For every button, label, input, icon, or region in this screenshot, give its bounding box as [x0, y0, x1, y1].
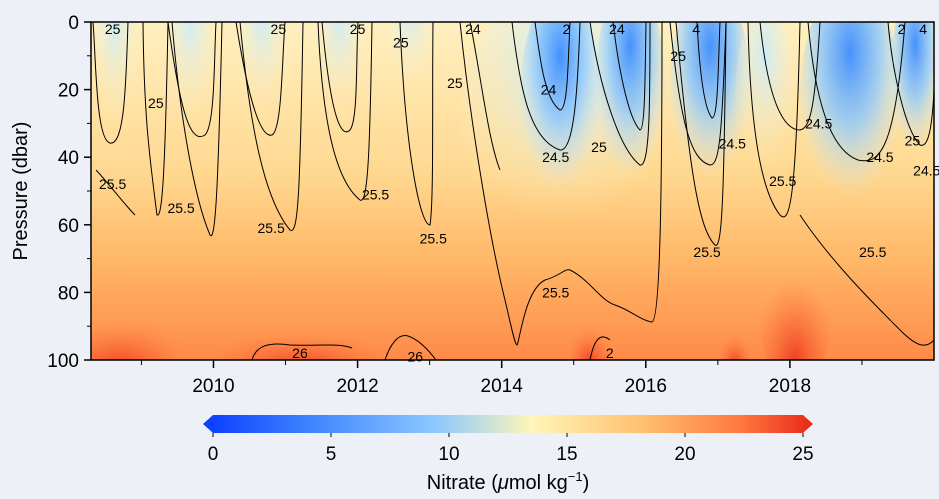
contour-label: 25: [591, 139, 607, 155]
contour-label: 25.5: [362, 186, 389, 202]
x-axis-ticks: 2010 2012 2014 2016 2018: [140, 360, 863, 397]
colorbar-tick-label: 20: [674, 444, 695, 465]
contour-label: 25: [393, 34, 409, 50]
contour-label: 24: [609, 21, 625, 37]
colorbar-tick-label: 5: [326, 444, 337, 465]
colorbar: 0 5 10 15 20 25 Nitrate (μmol kg−1): [203, 415, 814, 494]
x-tick-label: 2010: [192, 376, 234, 397]
contour-label: 24.5: [805, 115, 832, 131]
contour-label: 25.5: [258, 220, 285, 236]
heatmap-field: [91, 22, 934, 360]
contour-label: 25.5: [420, 230, 447, 246]
colorbar-tick-label: 15: [556, 444, 577, 465]
contour-label: 24.5: [542, 149, 569, 165]
contour-label: 25: [148, 95, 164, 111]
colorbar-bar: [203, 415, 813, 433]
contour-label: 26: [407, 349, 423, 365]
contour-label: 2: [898, 21, 906, 37]
contour-label: 25.5: [859, 244, 886, 260]
contour-label: 24.5: [866, 149, 893, 165]
contour-label: 25: [350, 21, 366, 37]
contour-label: 4: [692, 21, 700, 37]
y-axis-ticks: 0 20 40 60 80 100: [47, 13, 91, 372]
contour-label: 24: [465, 21, 481, 37]
contour-label: 24: [541, 82, 557, 98]
x-tick-label: 2016: [625, 376, 667, 397]
contour-label: 2: [606, 345, 614, 361]
y-tick-label: 80: [58, 283, 79, 304]
colorbar-ticks: 0 5 10 15 20 25: [208, 433, 814, 465]
contour-label: 25: [105, 21, 121, 37]
contour-label: 24.5: [719, 136, 746, 152]
y-tick-label: 60: [58, 216, 79, 237]
y-tick-label: 20: [58, 81, 79, 102]
contour-label: 25: [905, 132, 921, 148]
contour-label: 25.5: [542, 284, 569, 300]
y-tick-label: 0: [68, 13, 79, 34]
contour-lines: [92, 22, 934, 360]
y-tick-label: 100: [47, 351, 79, 372]
contour-label: 2: [563, 21, 571, 37]
contour-label: 25: [670, 48, 686, 64]
x-tick-label: 2018: [769, 376, 811, 397]
x-tick-label: 2012: [336, 376, 378, 397]
x-tick-label: 2014: [481, 376, 524, 397]
colorbar-tick-label: 10: [438, 444, 459, 465]
colorbar-label: Nitrate (μmol kg−1): [427, 469, 590, 494]
colorbar-tick-label: 0: [208, 444, 219, 465]
contour-label: 25.5: [769, 173, 796, 189]
contour-label: 24.5: [913, 163, 939, 179]
y-axis-label: Pressure (dbar): [10, 122, 32, 261]
contour-label: 25.5: [99, 176, 126, 192]
y-tick-label: 40: [58, 148, 79, 169]
contour-label: 25.5: [167, 200, 194, 216]
colorbar-tick-label: 25: [792, 444, 813, 465]
contour-label: 4: [919, 21, 927, 37]
contour-label: 25: [271, 21, 287, 37]
contour-label: 25: [447, 75, 463, 91]
contour-label: 25.5: [693, 244, 720, 260]
contour-label: 26: [292, 345, 308, 361]
